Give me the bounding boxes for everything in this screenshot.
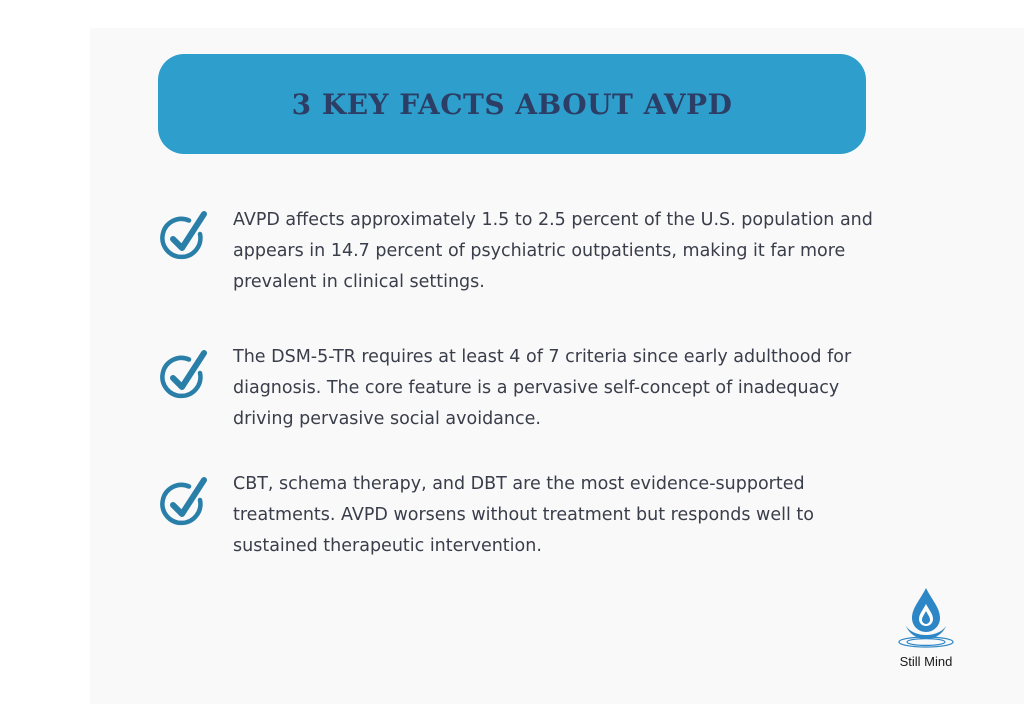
page-title: 3 KEY FACTS ABOUT AVPD	[291, 87, 733, 121]
check-circle-icon	[160, 477, 207, 526]
still-mind-logo: Still Mind	[886, 584, 966, 674]
fact-text: CBT, schema therapy, and DBT are the mos…	[233, 474, 814, 556]
water-drop-icon	[898, 588, 954, 648]
fact-text: AVPD affects approximately 1.5 to 2.5 pe…	[233, 210, 873, 292]
fact-item-1: AVPD affects approximately 1.5 to 2.5 pe…	[150, 205, 873, 315]
fact-item-2: The DSM-5-TR requires at least 4 of 7 cr…	[150, 342, 870, 452]
check-circle-icon	[160, 211, 207, 260]
brand-name: Still Mind	[899, 654, 953, 669]
check-circle-icon	[160, 350, 207, 399]
fact-text: The DSM-5-TR requires at least 4 of 7 cr…	[233, 347, 852, 429]
fact-item-3: CBT, schema therapy, and DBT are the mos…	[150, 469, 870, 579]
title-banner: 3 KEY FACTS ABOUT AVPD	[158, 54, 866, 154]
